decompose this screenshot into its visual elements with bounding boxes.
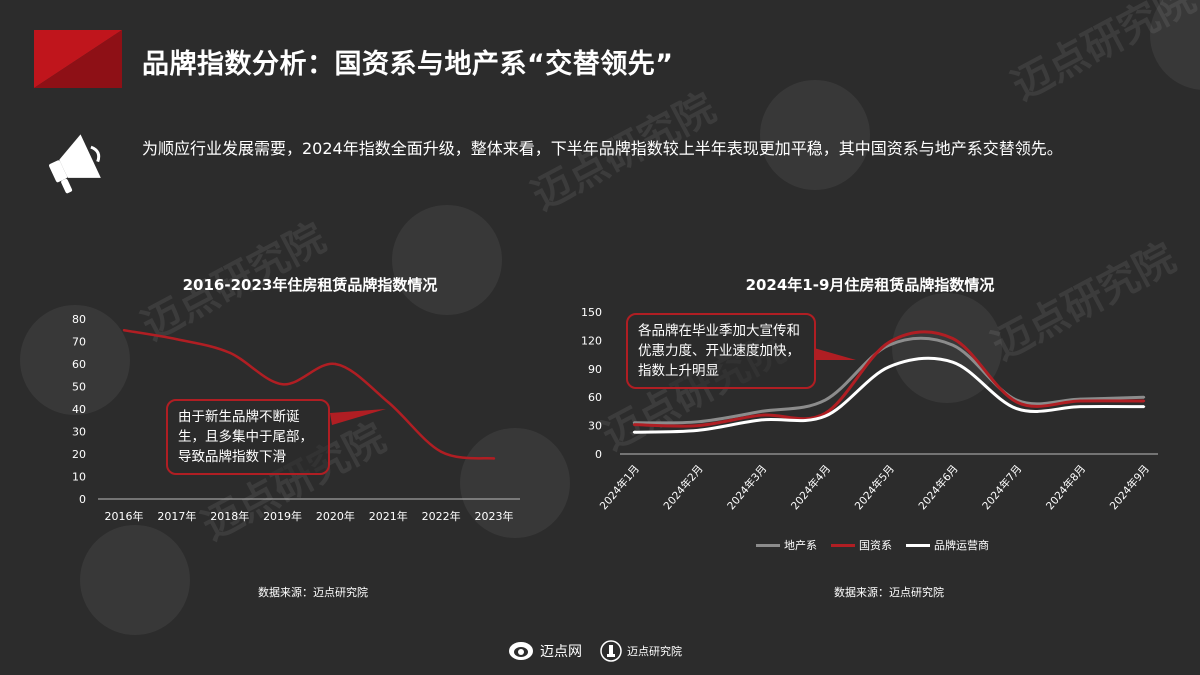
chart2-legend: 地产系 国资系 品牌运营商 xyxy=(756,537,989,553)
chart2-data-point xyxy=(951,343,954,347)
chart2-data-point xyxy=(1079,405,1082,408)
footer-logos: 迈点网 迈点研究院 xyxy=(508,640,682,662)
chart1-data-point xyxy=(175,338,179,341)
intro-paragraph: 为顺应行业发展需要，2024年指数全面升级，整体来看，下半年品牌指数较上半年表现… xyxy=(142,139,1063,158)
chart1-data-point xyxy=(387,401,390,404)
chart1-x-tick: 2021年 xyxy=(369,509,408,523)
chart2-x-tick: 2024年5月 xyxy=(852,462,897,512)
watermark-logo xyxy=(20,305,130,415)
chart2-title: 2024年1-9月住房租赁品牌指数情况 xyxy=(745,276,995,294)
chart2-data-point xyxy=(760,410,763,413)
chart2-data-point xyxy=(1015,407,1018,410)
chart2-x-tick: 2024年1月 xyxy=(597,462,642,512)
chart2-source: 数据来源：迈点研究院 xyxy=(834,586,944,599)
chart1-x-tick: 2020年 xyxy=(316,509,355,523)
eye-logo-icon xyxy=(509,642,533,660)
chart2-x-tick: 2024年2月 xyxy=(661,462,706,512)
chart1-x-tick: 2018年 xyxy=(210,509,249,523)
chart1-y-tick: 10 xyxy=(72,471,86,484)
chart2-data-point xyxy=(696,429,699,432)
chart1-data-point xyxy=(439,450,443,453)
chart2-data-point xyxy=(760,418,763,422)
chart1-y-tick: 50 xyxy=(72,381,86,394)
chart2-data-point xyxy=(760,413,763,417)
chart2-data-point xyxy=(951,337,954,340)
chart2-plot: 0 30 60 90 120 150 2024年1月 2024年2月 2024年3月 2024年4… xyxy=(581,306,1158,512)
chart2-data-point xyxy=(824,412,827,415)
chart2-data-point xyxy=(1142,405,1146,408)
chart2-data-point xyxy=(1142,396,1146,399)
chart1-y-tick: 0 xyxy=(79,493,86,506)
chart1-y-tick: 60 xyxy=(72,358,86,371)
chart2-data-point xyxy=(632,431,636,434)
chart1-x-tick: 2019年 xyxy=(263,509,302,523)
watermark-logo xyxy=(80,525,190,635)
chart2-data-point xyxy=(696,424,699,427)
chart2-x-tick: 2024年8月 xyxy=(1043,462,1088,512)
chart2-data-point xyxy=(887,341,891,344)
chart2-data-point xyxy=(1079,399,1082,403)
chart2-data-point xyxy=(632,423,636,426)
chart1-title: 2016-2023年住房租赁品牌指数情况 xyxy=(182,276,438,294)
chart1-data-point xyxy=(122,329,126,332)
chart1-callout-pointer xyxy=(330,409,386,425)
chart1-x-tick: 2022年 xyxy=(422,509,461,523)
chart2-x-tick: 2024年4月 xyxy=(788,462,833,512)
chart2-y-tick: 150 xyxy=(581,306,602,319)
chart2-y-tick: 0 xyxy=(595,448,602,461)
chart1-data-point xyxy=(228,351,231,354)
chart1-plot: 0 10 20 30 40 50 60 70 80 2016年 2017年 2018年 2019年 202… xyxy=(72,313,520,523)
title-accent-block xyxy=(34,30,122,88)
chart1-data-point xyxy=(334,362,337,366)
chart2-x-tick: 2024年7月 xyxy=(979,462,1024,512)
chart1-y-tick: 70 xyxy=(72,336,86,349)
chart1-x-tick: 2017年 xyxy=(157,509,196,523)
chart2-y-tick: 90 xyxy=(588,363,602,376)
chart2-y-tick: 60 xyxy=(588,391,602,404)
footer-brand-meadin: 迈点网 xyxy=(508,641,582,661)
chart2-x-tick: 2024年9月 xyxy=(1107,462,1152,512)
legend-item-guozi: 国资系 xyxy=(831,537,892,553)
watermark-logo xyxy=(460,428,570,538)
chart2-data-point xyxy=(696,420,699,424)
chart2-y-tick: 30 xyxy=(588,420,602,433)
watermark-logo xyxy=(392,205,502,315)
chart1-series-line xyxy=(123,329,495,460)
chart2-data-point xyxy=(951,360,954,364)
page-title: 品牌指数分析：国资系与地产系“交替领先” xyxy=(142,49,674,80)
watermark-logo xyxy=(760,80,870,190)
chart2-data-point xyxy=(824,398,827,402)
chart2-data-point xyxy=(824,414,827,418)
chart1-x-tick: 2023年 xyxy=(475,509,514,523)
chart2-data-point xyxy=(887,343,891,347)
chart2-callout-pointer xyxy=(814,348,856,360)
chart2-data-point xyxy=(1142,399,1146,403)
chart2-y-tick: 120 xyxy=(581,334,602,347)
megaphone-icon xyxy=(49,134,101,194)
chart1-source: 数据来源：迈点研究院 xyxy=(258,586,368,599)
chart1-data-point xyxy=(281,383,284,386)
footer-brand-academy: 迈点研究院 xyxy=(600,640,682,662)
chart1-y-tick: 30 xyxy=(72,426,86,439)
chart2-annotation: 各品牌在毕业季加大宣传和优惠力度、开业速度加快，指数上升明显 xyxy=(626,313,816,389)
chart1-y-tick: 40 xyxy=(72,403,86,416)
chart1-y-tick: 20 xyxy=(72,448,86,461)
legend-item-dichan: 地产系 xyxy=(756,537,817,553)
chart2-data-point xyxy=(1015,400,1018,404)
chart2-x-tick: 2024年6月 xyxy=(916,462,961,512)
chart1-y-tick: 80 xyxy=(72,313,86,326)
chart2-x-tick: 2024年3月 xyxy=(724,462,769,512)
chart2-data-point xyxy=(887,365,891,369)
tower-logo-icon xyxy=(600,640,622,662)
chart1-annotation: 由于新生品牌不断诞生，且多集中于尾部，导致品牌指数下滑 xyxy=(166,399,330,475)
chart1-data-point xyxy=(492,457,496,460)
legend-item-operator: 品牌运营商 xyxy=(906,537,989,553)
chart1-x-tick: 2016年 xyxy=(105,509,144,523)
